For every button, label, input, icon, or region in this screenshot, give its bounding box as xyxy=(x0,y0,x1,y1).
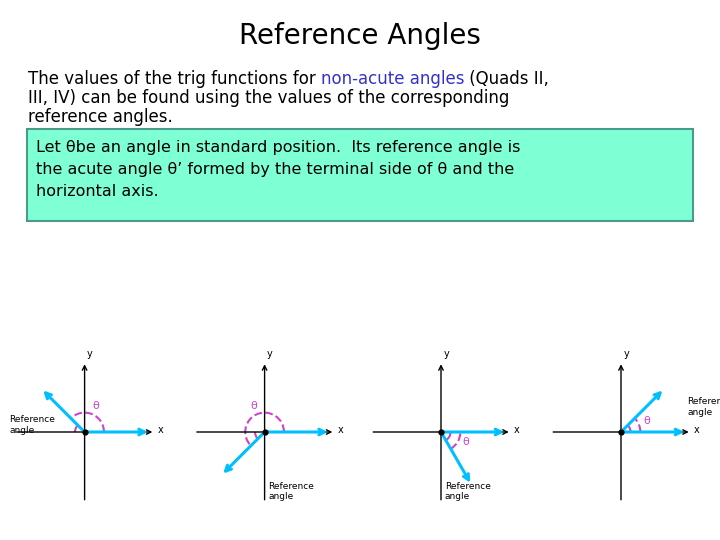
Text: x: x xyxy=(694,425,700,435)
Text: x: x xyxy=(514,425,520,435)
Text: Reference
angle: Reference angle xyxy=(269,482,314,502)
Text: y: y xyxy=(267,349,273,359)
Text: horizontal axis.: horizontal axis. xyxy=(36,184,158,199)
Text: Reference Angles: Reference Angles xyxy=(239,22,481,50)
Text: θ: θ xyxy=(462,437,469,448)
Text: the acute angle θ’ formed by the terminal side of θ and the: the acute angle θ’ formed by the termina… xyxy=(36,162,514,177)
Text: III, IV) can be found using the values of the corresponding: III, IV) can be found using the values o… xyxy=(28,89,509,107)
Text: Let θbe an angle in standard position.  Its reference angle is: Let θbe an angle in standard position. I… xyxy=(36,140,521,155)
Text: y: y xyxy=(624,349,629,359)
Text: reference angles.: reference angles. xyxy=(28,108,173,126)
Text: The values of the trig functions for: The values of the trig functions for xyxy=(28,70,321,88)
Text: (Quads II,: (Quads II, xyxy=(464,70,549,88)
Text: θ: θ xyxy=(92,401,99,411)
Text: x: x xyxy=(338,425,343,435)
Text: y: y xyxy=(444,349,449,359)
Text: Reference
angle: Reference angle xyxy=(9,415,55,435)
Text: y: y xyxy=(87,349,93,359)
Text: Reference
angle: Reference angle xyxy=(445,482,490,502)
FancyBboxPatch shape xyxy=(27,129,693,221)
Text: x: x xyxy=(158,425,163,435)
Text: θ: θ xyxy=(251,401,257,411)
Text: Reference
angle: Reference angle xyxy=(687,397,720,417)
Text: θ: θ xyxy=(644,416,650,426)
Text: non-acute angles: non-acute angles xyxy=(321,70,464,88)
